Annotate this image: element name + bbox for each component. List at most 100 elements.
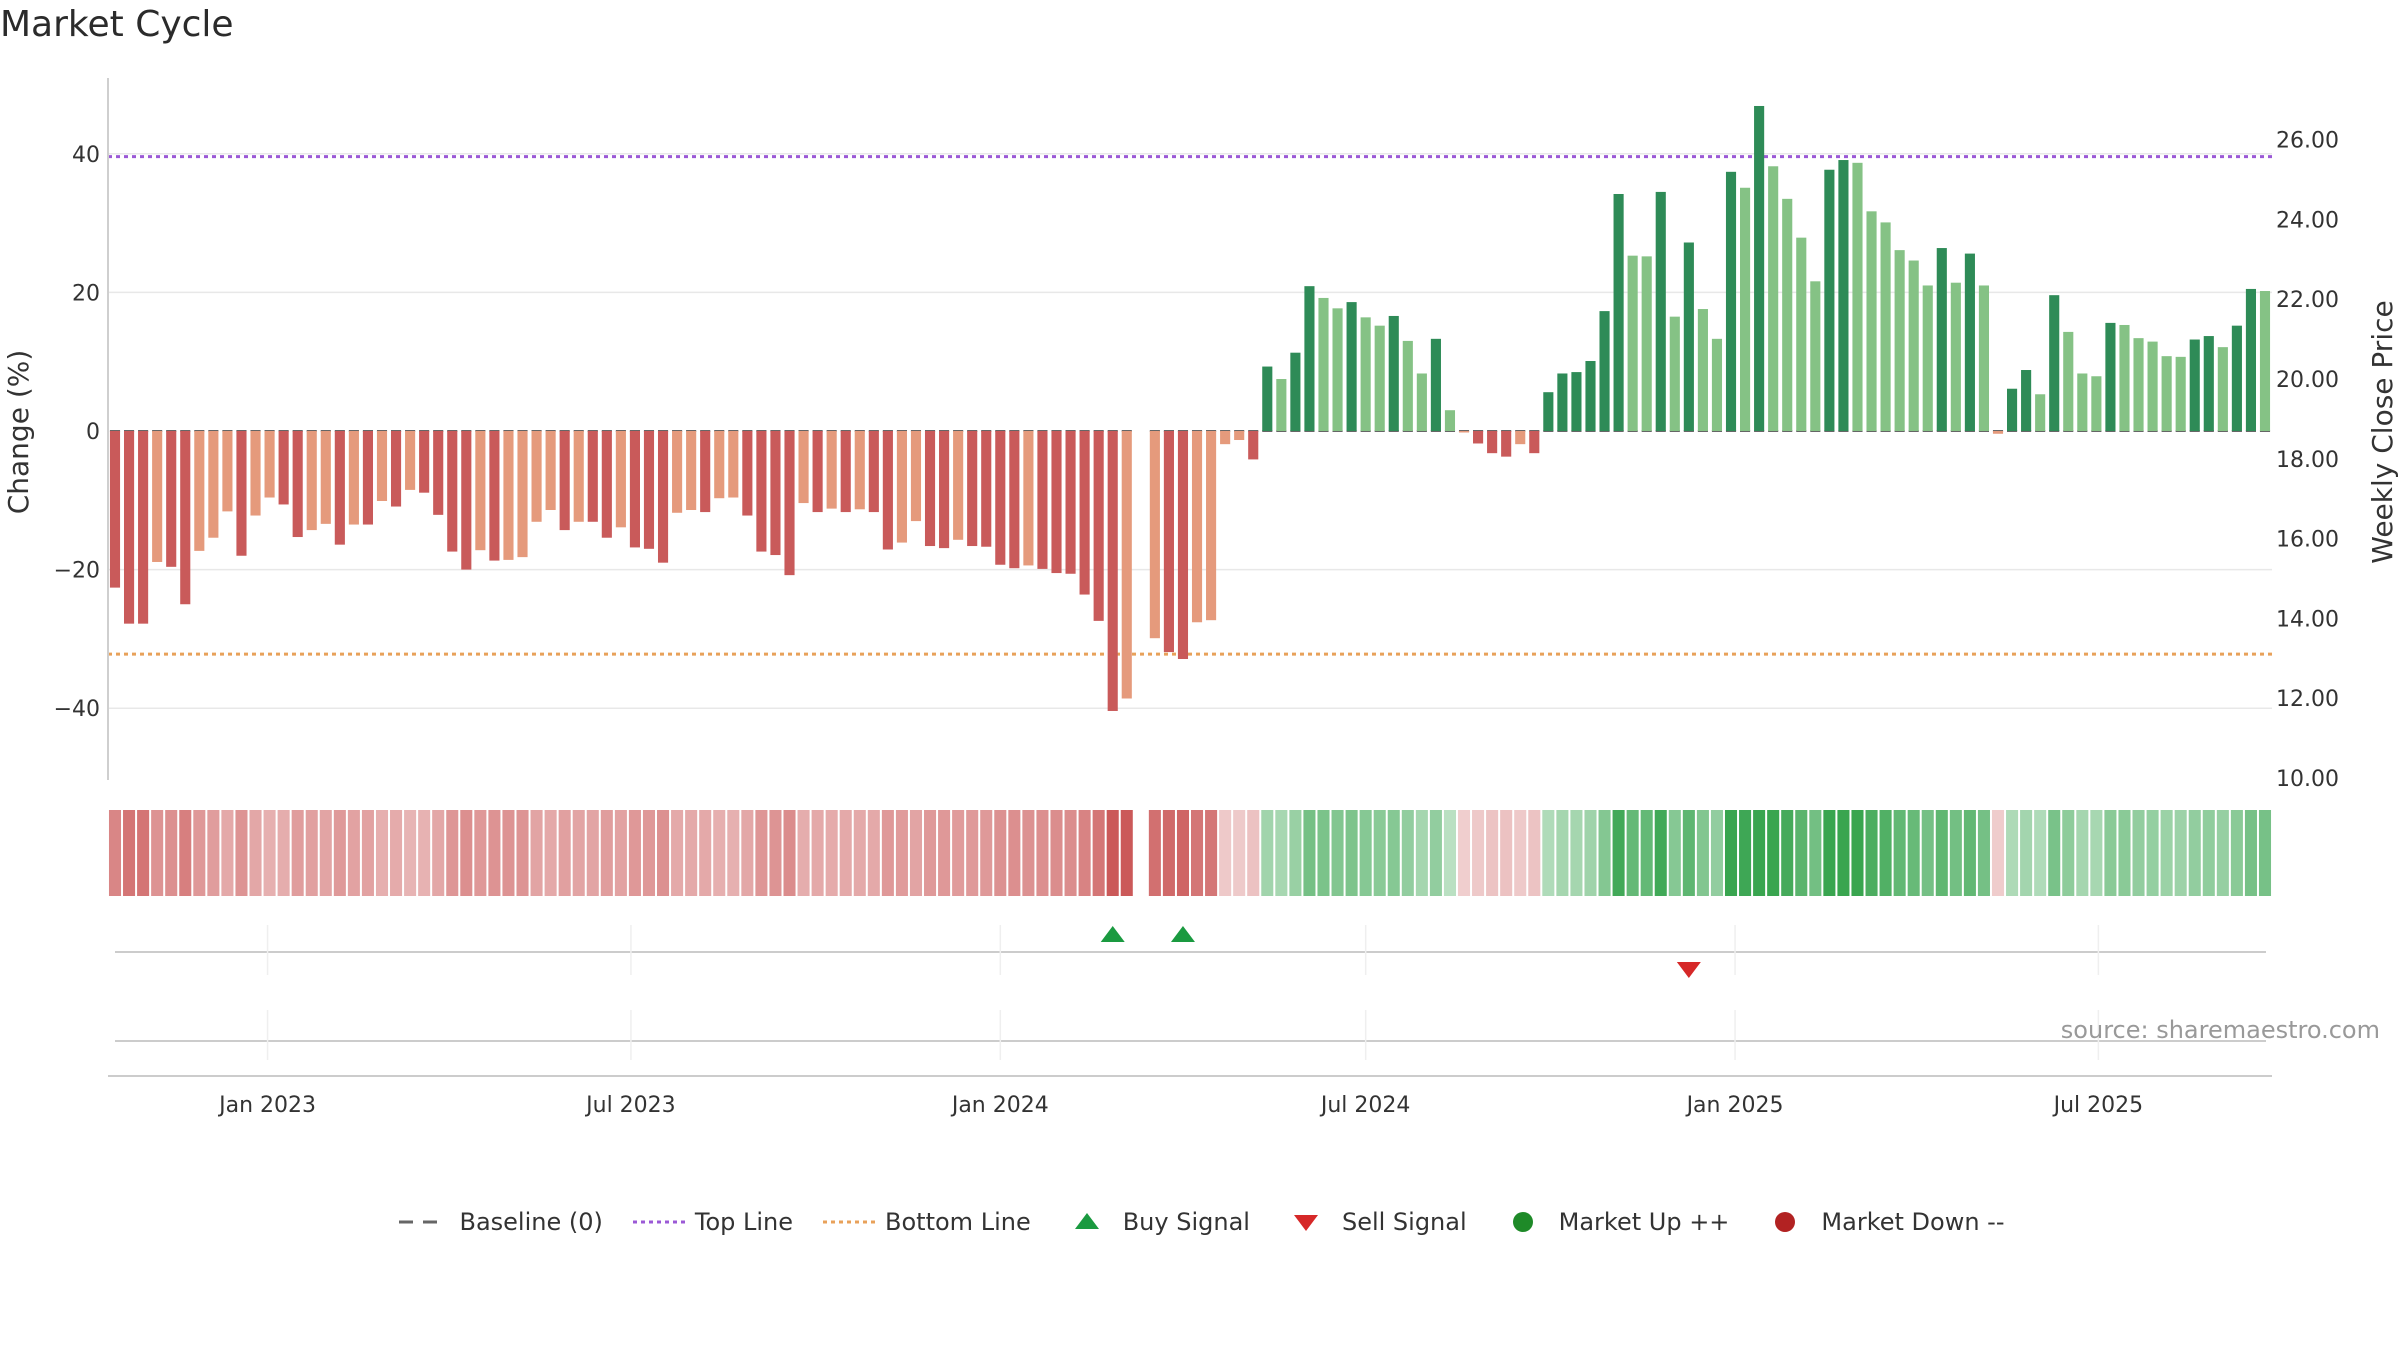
change-bar: [840, 431, 851, 513]
legend-item-sell-signal[interactable]: Sell Signal: [1278, 1208, 1467, 1236]
change-bar: [1543, 392, 1554, 431]
legend-item-baseline[interactable]: Baseline (0): [395, 1208, 603, 1236]
change-bar: [1388, 315, 1399, 431]
heat-cell: [1120, 810, 1133, 896]
heat-cell: [642, 810, 656, 896]
heat-cell: [1865, 810, 1878, 896]
heat-cell: [1219, 810, 1232, 896]
y-axis-right-title: Weekly Close Price: [2366, 300, 2399, 563]
change-bar: [2203, 336, 2214, 431]
legend-item-buy-signal[interactable]: Buy Signal: [1059, 1208, 1250, 1236]
x-tick-label: Jul 2023: [584, 1093, 676, 1118]
heat-cell: [361, 810, 374, 896]
heat-cell: [390, 810, 403, 896]
change-bar: [2231, 325, 2242, 431]
heat-cell: [263, 810, 276, 896]
heat-cell: [165, 810, 178, 896]
heat-cell: [1654, 810, 1667, 896]
change-bar: [742, 431, 753, 516]
green-up-triangle-icon: [1059, 1208, 1115, 1236]
heat-cell: [418, 810, 431, 896]
heat-cell: [783, 810, 796, 896]
change-bar: [1964, 253, 1975, 431]
change-bar: [2049, 295, 2060, 431]
change-bar: [798, 431, 809, 504]
change-bar: [1051, 431, 1062, 574]
change-bar: [1936, 248, 1947, 431]
heat-cell: [1668, 810, 1681, 896]
heat-cell: [2244, 810, 2257, 896]
heat-cell: [2188, 810, 2201, 896]
heat-cell: [404, 810, 417, 896]
heat-cell: [1963, 810, 1976, 896]
heat-cell: [1191, 810, 1204, 896]
change-bar: [278, 431, 289, 505]
change-bar: [419, 431, 430, 493]
y-left-tick-label: −40: [54, 697, 100, 722]
heat-cell: [881, 810, 894, 896]
change-bar: [1585, 361, 1596, 431]
legend-item-top-line[interactable]: Top Line: [631, 1208, 793, 1236]
legend-item-market-up[interactable]: Market Up ++: [1495, 1208, 1729, 1236]
heat-cell: [319, 810, 332, 896]
change-bar: [910, 431, 922, 522]
change-bar: [854, 431, 865, 510]
change-bar: [953, 431, 964, 540]
heat-cell: [1317, 810, 1330, 896]
heat-cell: [1162, 810, 1175, 896]
change-bar: [1149, 431, 1160, 639]
change-bar: [924, 431, 936, 547]
heat-cell: [994, 810, 1007, 896]
change-bar: [1206, 431, 1217, 621]
signal-track: [108, 925, 2272, 1077]
heat-cell: [1767, 810, 1780, 896]
change-bar: [2077, 373, 2088, 431]
buy-signal-marker: [1170, 926, 1195, 942]
change-bar: [601, 431, 612, 538]
heat-cell: [628, 810, 641, 896]
change-bar: [587, 431, 598, 522]
y-left-tick-label: 20: [72, 281, 100, 306]
change-bar: [306, 431, 317, 531]
heat-cell: [2076, 810, 2089, 896]
change-bar: [1487, 431, 1498, 454]
buy-signal-marker: [1100, 926, 1125, 942]
heat-cell: [1823, 810, 1836, 896]
change-bar: [1304, 286, 1315, 431]
change-bar: [1880, 222, 1891, 431]
legend: Baseline (0) Top Line Bottom Line Buy Si…: [0, 1208, 2400, 1236]
y-right-tick-label: 10.00: [2276, 767, 2339, 792]
change-bar: [812, 431, 823, 513]
y-left-tick-label: −20: [54, 559, 100, 584]
y-right-tick-label: 14.00: [2276, 607, 2339, 632]
change-bar: [2259, 291, 2271, 431]
heat-cell: [1401, 810, 1414, 896]
red-dot-icon: [1757, 1208, 1813, 1236]
heat-cell: [600, 810, 613, 896]
heat-cell: [1809, 810, 1822, 896]
legend-item-bottom-line[interactable]: Bottom Line: [821, 1208, 1031, 1236]
dash-line-icon: [395, 1208, 451, 1236]
heat-cell: [502, 810, 515, 896]
change-bar: [1346, 302, 1357, 431]
change-bar: [1515, 431, 1526, 445]
change-bar: [559, 431, 570, 531]
change-bar: [1023, 431, 1034, 566]
heat-cell: [1696, 810, 1709, 896]
heat-cell: [1991, 810, 2005, 896]
heat-cell: [1879, 810, 1892, 896]
change-bar: [686, 431, 697, 511]
heat-cell: [839, 810, 852, 896]
dotted-orange-line-icon: [821, 1208, 877, 1236]
heat-cell: [1500, 810, 1513, 896]
change-bar: [2021, 370, 2032, 431]
legend-item-market-down[interactable]: Market Down --: [1757, 1208, 2005, 1236]
change-bar: [1473, 431, 1484, 444]
heat-cell: [713, 810, 726, 896]
heat-cell: [221, 810, 234, 896]
y-right-tick-label: 26.00: [2276, 129, 2339, 154]
change-bar: [1163, 431, 1174, 653]
change-bar: [433, 431, 444, 515]
change-bar: [447, 431, 458, 552]
sell-signal-marker: [1676, 962, 1701, 978]
